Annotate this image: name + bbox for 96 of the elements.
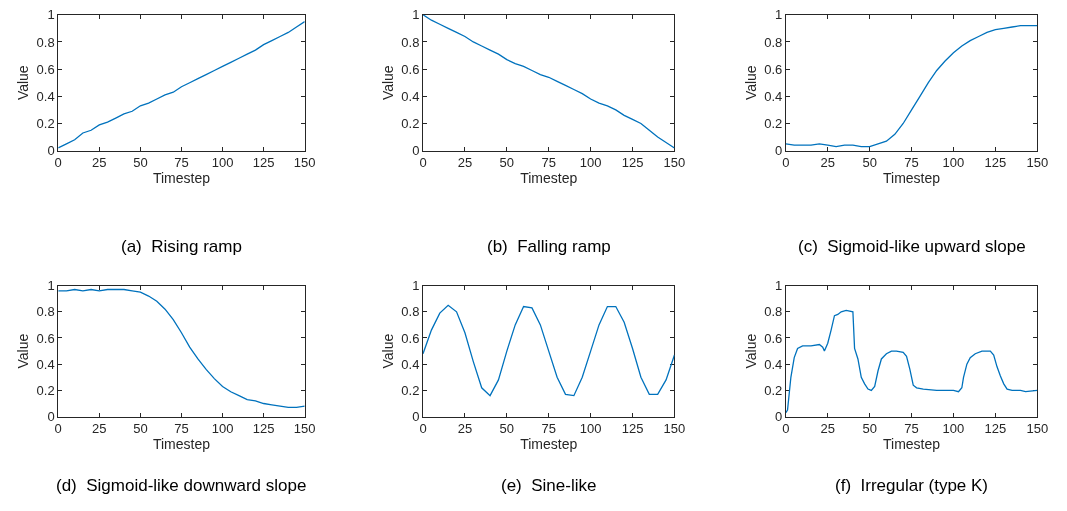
y-tick-label: 0.8 (36, 34, 55, 50)
y-tick-label: 1 (47, 7, 55, 23)
y-tick-label: 0.4 (401, 88, 420, 104)
line-series (423, 304, 675, 397)
x-axis-title: Timestep (152, 436, 211, 453)
line-series (423, 14, 675, 149)
x-tick-label: 125 (621, 155, 644, 171)
x-tick-label: 100 (211, 421, 234, 437)
y-tick-label: 1 (47, 278, 55, 294)
y-tick-label: 0 (47, 409, 55, 425)
y-tick-label: 0 (775, 409, 783, 425)
y-axis-title: Value (742, 333, 759, 369)
y-tick-label: 0.4 (764, 88, 783, 104)
x-tick-label: 25 (820, 421, 835, 437)
x-axis-title: Timestep (883, 436, 941, 453)
x-tick-label: 75 (904, 421, 919, 437)
x-tick-label: 75 (904, 155, 919, 171)
x-tick-label: 150 (1026, 421, 1049, 437)
text: (e) Sine-like (501, 476, 597, 495)
x-tick-label: 150 (1026, 155, 1049, 171)
line-series (58, 288, 305, 409)
y-tick-label: 0.8 (401, 34, 420, 50)
text: (a) Rising ramp (121, 237, 242, 256)
x-tick-label: 50 (499, 421, 515, 437)
x-tick-label: 150 (293, 421, 316, 437)
x-tick-label: 125 (984, 155, 1007, 171)
x-tick-label: 25 (820, 155, 835, 171)
y-tick-label: 1 (412, 7, 420, 23)
y-tick-label: 0 (775, 143, 783, 159)
y-tick-label: 0.4 (36, 356, 55, 372)
x-tick-label: 50 (133, 421, 148, 437)
x-axis-title: Timestep (520, 170, 578, 187)
x-tick-label: 50 (133, 155, 148, 171)
x-tick-label: 25 (92, 421, 107, 437)
y-tick-label: 0 (412, 143, 420, 159)
y-tick-label: 0 (412, 409, 420, 425)
y-tick-label: 1 (412, 278, 420, 294)
x-tick-label: 50 (862, 421, 877, 437)
x-axis-title: Timestep (883, 170, 941, 187)
x-tick-label: 75 (541, 421, 556, 437)
y-tick-label: 0.6 (401, 61, 420, 77)
y-tick-label: 0.6 (36, 330, 55, 346)
x-tick-label: 150 (293, 155, 316, 171)
x-tick-label: 25 (457, 421, 473, 437)
y-tick-label: 0.6 (401, 330, 420, 346)
x-tick-label: 100 (579, 421, 602, 437)
x-tick-label: 100 (942, 155, 965, 171)
x-tick-label: 75 (174, 155, 189, 171)
x-tick-label: 150 (663, 155, 686, 171)
y-tick-label: 0.4 (764, 356, 783, 372)
text: (d) Sigmoid-like downward slope (56, 476, 307, 495)
y-tick-label: 0.2 (401, 382, 420, 398)
y-tick-label: 0.2 (401, 116, 420, 132)
y-tick-label: 0.2 (36, 382, 55, 398)
y-tick-label: 0.2 (764, 116, 783, 132)
x-tick-label: 75 (174, 421, 189, 437)
text: (c) Sigmoid-like upward slope (798, 237, 1026, 256)
line-series (785, 309, 1038, 414)
y-axis-title: Value (742, 65, 759, 101)
y-tick-label: 0.6 (764, 61, 783, 77)
y-tick-label: 0.6 (36, 61, 55, 77)
x-tick-label: 25 (457, 155, 473, 171)
y-axis-title: Value (15, 333, 32, 369)
y-tick-label: 0.6 (764, 330, 783, 346)
x-tick-label: 50 (862, 155, 877, 171)
y-tick-label: 1 (775, 7, 783, 23)
y-tick-label: 0.8 (36, 304, 55, 320)
y-axis-title: Value (15, 65, 32, 101)
y-tick-label: 0.2 (36, 116, 55, 132)
y-tick-label: 0.2 (764, 382, 783, 398)
x-tick-label: 125 (252, 155, 275, 171)
x-tick-label: 125 (621, 421, 644, 437)
y-tick-label: 0.4 (36, 88, 55, 104)
text: (b) Falling ramp (487, 237, 611, 256)
text: (f) Irregular (type K) (835, 476, 989, 495)
x-tick-label: 50 (499, 155, 515, 171)
y-tick-label: 1 (775, 278, 783, 294)
line-series (58, 20, 305, 149)
y-tick-label: 0.8 (764, 34, 783, 50)
y-tick-label: 0 (47, 143, 55, 159)
x-tick-label: 75 (541, 155, 556, 171)
x-tick-label: 25 (92, 155, 107, 171)
x-axis-title: Timestep (520, 436, 578, 453)
x-tick-label: 100 (579, 155, 602, 171)
y-tick-label: 0.8 (401, 304, 420, 320)
y-axis-title: Value (379, 65, 396, 101)
y-tick-label: 0.4 (401, 356, 420, 372)
x-tick-label: 125 (984, 421, 1007, 437)
y-tick-label: 0.8 (764, 304, 783, 320)
x-tick-label: 100 (942, 421, 965, 437)
x-tick-label: 125 (252, 421, 275, 437)
x-tick-label: 100 (211, 155, 234, 171)
x-axis-title: Timestep (152, 170, 211, 187)
x-tick-label: 150 (663, 421, 686, 437)
line-series (785, 24, 1038, 148)
y-axis-title: Value (379, 333, 396, 369)
